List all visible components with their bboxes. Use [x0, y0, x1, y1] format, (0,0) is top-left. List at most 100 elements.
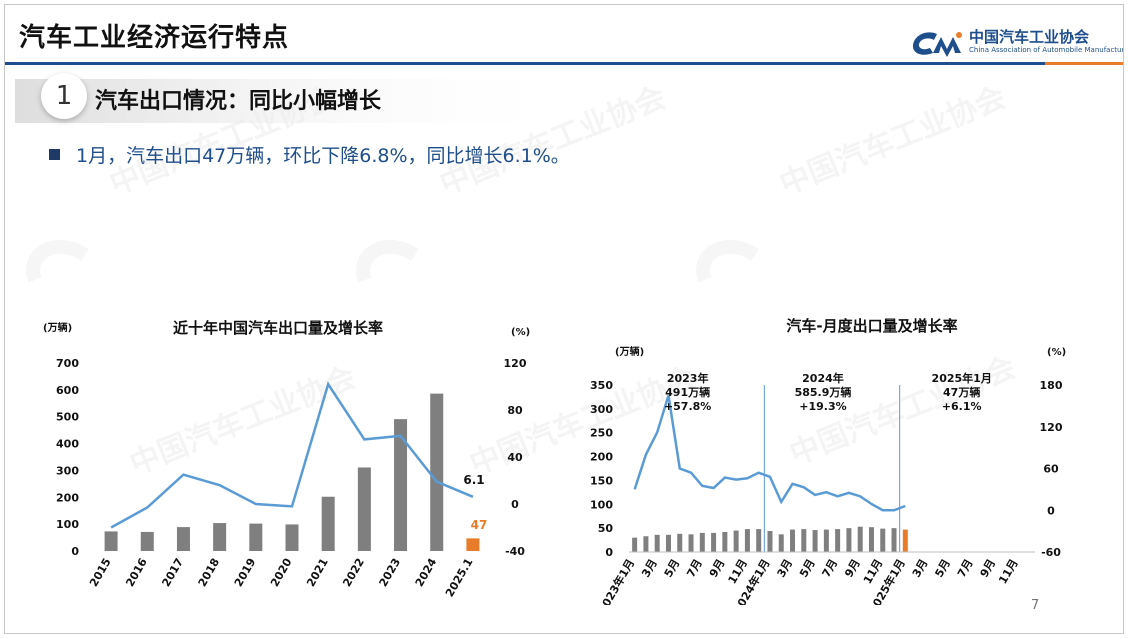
y-right-tick-label: 80: [507, 404, 523, 417]
bar: [249, 523, 263, 551]
caam-logo-icon: [912, 32, 962, 57]
y-left-tick-label: 150: [590, 474, 613, 487]
bar: [891, 528, 897, 552]
page-number: 7: [1031, 598, 1040, 613]
growth-rate-line: [110, 381, 474, 529]
y-left-tick-label: 200: [590, 451, 613, 464]
y-left-unit: (万辆): [43, 321, 72, 334]
bullet-square-icon: [49, 149, 60, 160]
bar: [104, 531, 118, 551]
bar: [722, 531, 728, 552]
bar: [321, 496, 335, 551]
bar: [767, 531, 773, 552]
y-left-tick-label: 100: [590, 498, 613, 511]
section-number: 1: [41, 73, 87, 119]
page-title: 汽车工业经济运行特点: [19, 23, 290, 53]
x-tick-label: 7月: [684, 557, 705, 580]
logo-text-en: China Association of Automobile Manufact…: [969, 46, 1124, 54]
y-right-tick-label: 60: [1043, 463, 1059, 476]
y-left-tick-label: 600: [56, 384, 79, 397]
x-tick-label: 2020: [268, 556, 295, 589]
bar: [868, 527, 874, 552]
y-left-tick-label: 500: [56, 411, 79, 424]
bar: [733, 530, 739, 552]
bar: [688, 534, 694, 552]
y-right-unit: (%): [1047, 347, 1066, 358]
bar: [801, 529, 807, 552]
x-tick-label: 2018: [196, 556, 223, 589]
header-divider-orange: [1045, 62, 1123, 65]
bar: [654, 534, 660, 552]
bar: [823, 529, 829, 552]
y-right-tick-label: 120: [1040, 421, 1063, 434]
bar: [665, 534, 671, 552]
y-left-tick-label: 300: [56, 464, 79, 477]
y-left-tick-label: 700: [56, 357, 79, 370]
period-summary-label: 2025年1月 47万辆+6.1%: [932, 371, 992, 413]
y-left-tick-label: 50: [598, 522, 614, 535]
watermark: 中国汽车工业协会: [775, 80, 1011, 202]
bar: [285, 524, 299, 551]
x-tick-label: 2025.1: [443, 556, 475, 599]
x-tick-label: 2024: [413, 556, 440, 589]
period-summary-label: 2023年 491万辆+57.8%: [664, 371, 711, 413]
y-left-tick-label: 400: [56, 438, 79, 451]
bar-end-label: 47: [471, 518, 488, 532]
x-tick-label: 5月: [662, 557, 683, 580]
bar: [699, 532, 705, 552]
bar: [466, 538, 480, 551]
y-right-tick-label: 0: [1047, 504, 1055, 517]
y-right-tick-label: 120: [504, 357, 527, 370]
x-tick-label: 2021: [304, 556, 331, 589]
y-right-unit: (%): [511, 327, 530, 338]
y-right-tick-label: -60: [1041, 546, 1061, 559]
monthly-export-chart: 汽车-月度出口量及增长率 (万辆) (%) 0 50 100 150 200 250 300…: [590, 317, 1066, 606]
growth-rate-line: [633, 395, 906, 512]
x-tick-label: 2015: [87, 556, 114, 589]
slide-header: 汽车工业经济运行特点 中国汽车工业协会 China Association of…: [5, 5, 1123, 67]
annual-export-chart: 近十年中国汽车出口量及增长率 (万辆) (%) 0100200300400500…: [43, 319, 530, 599]
bar: [176, 527, 190, 551]
x-tick-label: 3月: [910, 557, 931, 580]
line-end-label: 6.1: [463, 473, 484, 487]
y-right-tick-label: 180: [1040, 379, 1063, 392]
y-left-tick-label: 100: [56, 518, 79, 531]
x-tick-label: 2017: [159, 556, 186, 589]
logo-text-cn: 中国汽车工业协会: [969, 28, 1090, 46]
chart-title: 汽车-月度出口量及增长率: [786, 317, 957, 335]
bar: [744, 529, 750, 552]
y-left-tick-label: 0: [605, 546, 613, 559]
x-tick-label: 2023年1月: [595, 557, 637, 606]
bar: [846, 528, 852, 552]
x-tick-label: 7月: [955, 557, 976, 580]
bullet-item: 1月，汽车出口47万辆，环比下降6.8%，同比增长6.1%。: [49, 141, 570, 168]
x-tick-label: 3月: [639, 557, 660, 580]
slide: 汽车工业经济运行特点 中国汽车工业协会 China Association of…: [4, 4, 1124, 634]
x-tick-label: 2019: [232, 556, 259, 589]
x-tick-label: 5月: [932, 557, 953, 580]
bar: [632, 537, 638, 552]
period-summary-label: 2024年 585.9万辆+19.3%: [795, 371, 852, 413]
bar: [677, 533, 683, 552]
x-tick-label: 7月: [820, 557, 841, 580]
bar: [857, 526, 863, 552]
x-tick-label: 3月: [775, 557, 796, 580]
bar: [430, 393, 444, 551]
bar: [835, 529, 841, 552]
y-left-tick-label: 0: [71, 545, 79, 558]
x-tick-label: 9月: [842, 557, 863, 580]
chart-title: 近十年中国汽车出口量及增长率: [173, 319, 383, 337]
section-band-bg: [15, 79, 575, 123]
y-left-tick-label: 300: [590, 403, 613, 416]
bar: [790, 529, 796, 552]
x-tick-label: 9月: [978, 557, 999, 580]
bar: [643, 536, 649, 552]
caam-logo: 中国汽车工业协会 China Association of Automobile…: [911, 25, 1124, 61]
y-left-tick-label: 350: [590, 379, 613, 392]
bar: [357, 467, 371, 551]
x-tick-label: 2022: [340, 556, 367, 589]
bar: [213, 523, 227, 551]
x-tick-label: 2023: [377, 556, 404, 589]
section-title: 汽车出口情况：同比小幅增长: [95, 89, 382, 114]
x-tick-label: 9月: [707, 557, 728, 580]
